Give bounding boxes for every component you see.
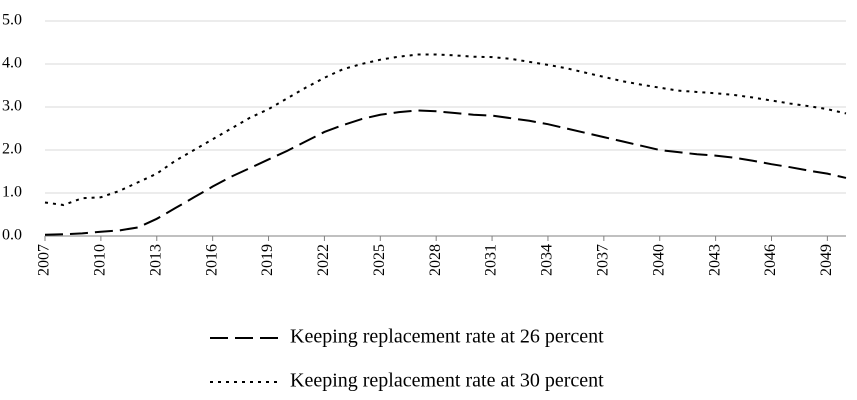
legend-label: Keeping replacement rate at 26 percent [290,326,604,348]
x-tick-label: 2019 [259,244,276,276]
series-line [44,109,847,236]
x-tick-label: 2046 [762,244,779,276]
y-tick-label: 1.0 [2,184,22,201]
x-tick-label: 2049 [818,244,835,276]
x-tick-label: 2007 [36,244,53,276]
x-tick-label: 2016 [203,244,220,276]
y-tick-label: 3.0 [2,98,22,115]
legend-label: Keeping replacement rate at 30 percent [290,370,604,392]
x-tick-label: 2034 [539,244,556,276]
x-tick-label: 2010 [92,244,109,276]
x-tick-label: 2022 [315,244,332,276]
y-tick-label: 2.0 [2,141,22,158]
series-line [44,53,847,207]
x-tick-label: 2043 [706,244,723,276]
x-tick-label: 2025 [371,244,388,276]
x-tick-label: 2037 [595,244,612,276]
y-tick-label: 4.0 [2,55,22,72]
x-tick-label: 2028 [427,244,444,276]
x-tick-label: 2040 [650,244,667,276]
y-tick-label: 5.0 [2,12,22,29]
y-tick-label: 0.0 [2,227,22,244]
x-tick-label: 2013 [147,244,164,276]
x-tick-label: 2031 [483,244,500,276]
